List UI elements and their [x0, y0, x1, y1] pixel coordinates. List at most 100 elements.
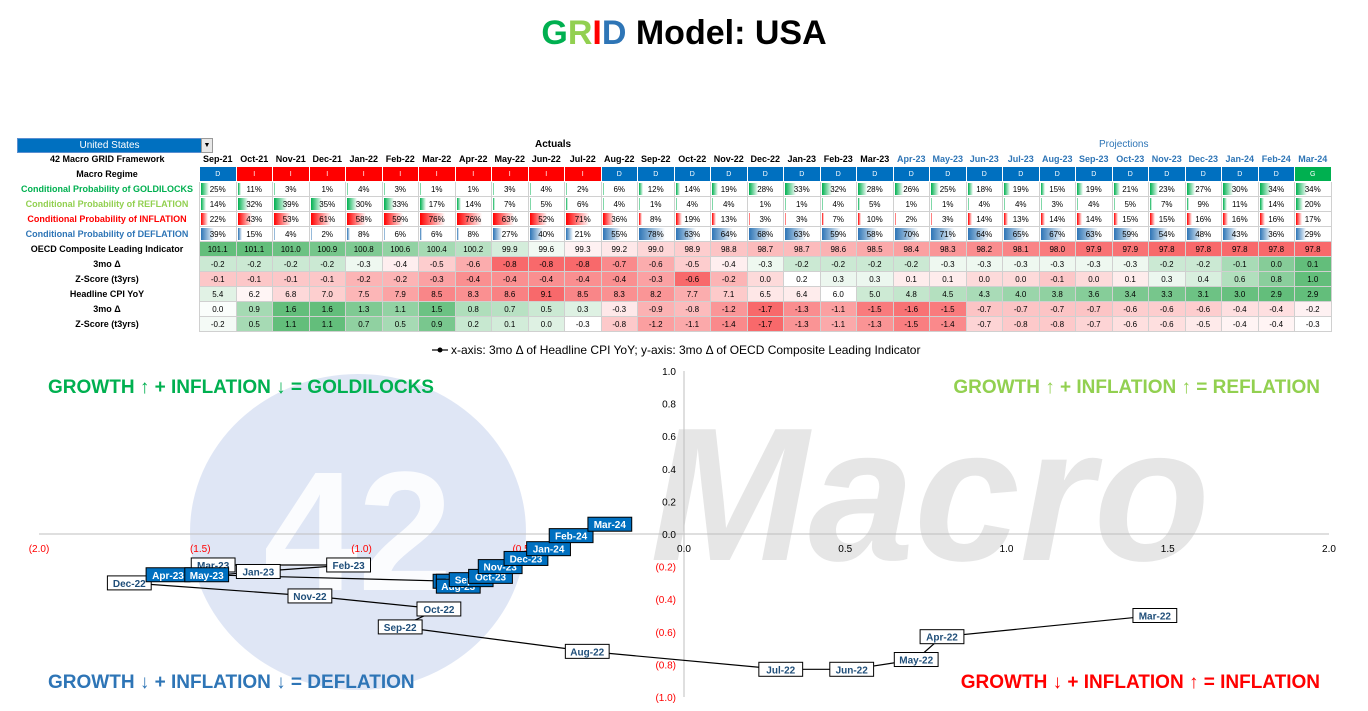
probability-bar	[931, 213, 932, 225]
row-label: Z-Score (t3yrs)	[75, 319, 139, 329]
value-cell: 0.3	[564, 301, 602, 317]
country-select[interactable]: United States	[17, 138, 202, 153]
value-cell: 98.0	[1038, 241, 1076, 257]
probability-cell: 26%	[892, 181, 930, 197]
quadrant-deflation: GROWTH ↓ + INFLATION ↓ = DEFLATION	[48, 672, 415, 693]
probability-value: 16%	[1195, 214, 1212, 224]
value-cell: -0.2	[1184, 256, 1222, 272]
probability-bar	[566, 228, 573, 240]
value-cell: -0.7	[1075, 316, 1113, 332]
value-cell: 100.9	[308, 241, 346, 257]
value-cell: 99.3	[564, 241, 602, 257]
legend-marker	[437, 347, 443, 353]
value-cell: 0.6	[1221, 271, 1259, 287]
probability-bar	[858, 228, 878, 240]
probability-cell: 5%	[527, 196, 565, 212]
probability-value: 33%	[392, 199, 409, 209]
title-letter-d: D	[601, 14, 627, 52]
probability-cell: 33%	[381, 196, 419, 212]
value-cell: -0.3	[600, 301, 638, 317]
data-point	[436, 606, 442, 612]
probability-cell: 39%	[199, 226, 237, 242]
value-cell: -1.3	[783, 316, 821, 332]
probability-bar	[1077, 228, 1098, 240]
probability-cell: 58%	[345, 211, 383, 227]
probability-cell: 67%	[1038, 226, 1076, 242]
y-tick-label: 0.0	[662, 530, 676, 541]
row-label: Conditional Probability of INFLATION	[27, 214, 187, 224]
probability-value: 3%	[284, 184, 297, 194]
probability-value: 63%	[684, 229, 701, 239]
chevron-down-icon[interactable]: ▼	[201, 138, 213, 153]
month-header: Sep-23	[1078, 154, 1109, 164]
probability-cell: 6%	[600, 181, 638, 197]
data-label-box	[432, 573, 478, 589]
probability-cell: 3%	[272, 181, 310, 197]
month-header: Nov-21	[275, 154, 306, 164]
probability-cell: 16%	[1221, 211, 1259, 227]
probability-value: 7%	[503, 199, 516, 209]
probability-value: 33%	[793, 184, 810, 194]
regime-cell: D	[856, 166, 894, 182]
data-label-box	[758, 661, 804, 677]
value-cell: -0.2	[1294, 301, 1332, 317]
month-header: Nov-22	[713, 154, 744, 164]
value-cell: -0.1	[308, 271, 346, 287]
probability-cell: 14%	[1075, 211, 1113, 227]
data-point	[488, 574, 493, 579]
value-cell: 98.5	[856, 241, 894, 257]
probability-bar	[1259, 183, 1271, 195]
probability-bar	[748, 228, 771, 240]
probability-cell: 36%	[600, 211, 638, 227]
watermark-word: Macro	[650, 389, 1210, 601]
probability-bar	[1040, 228, 1063, 240]
probability-cell: 14%	[454, 196, 492, 212]
probability-value: 32%	[830, 184, 847, 194]
data-label-box	[548, 528, 594, 544]
probability-value: 34%	[1268, 184, 1285, 194]
value-cell: -0.3	[1075, 256, 1113, 272]
value-cell: -0.2	[710, 271, 748, 287]
data-label: Mar-23	[197, 561, 230, 572]
probability-value: 23%	[1158, 184, 1175, 194]
probability-value: 11%	[1232, 199, 1248, 209]
probability-cell: 11%	[1221, 196, 1259, 212]
month-header: Jan-24	[1225, 154, 1255, 164]
probability-bar	[1113, 183, 1121, 195]
grid-row: 42 Macro GRID Framework Sep-21 Oct-21 Nov-2…	[15, 152, 1331, 167]
value-cell: -1.5	[929, 301, 967, 317]
value-cell: -0.2	[345, 271, 383, 287]
probability-bar	[274, 198, 287, 210]
value-cell: 0.1	[491, 316, 529, 332]
value-cell: 3.1	[1184, 286, 1222, 302]
month-header: Dec-22	[750, 154, 781, 164]
probability-bar	[1223, 228, 1238, 240]
probability-bar	[1040, 183, 1046, 195]
grid-row: Conditional Probability of DEFLATION 39% 1…	[15, 226, 1332, 242]
value-cell: 98.4	[892, 241, 930, 257]
value-cell: -0.2	[272, 256, 310, 272]
value-cell: 0.0	[746, 271, 784, 287]
probability-bar	[748, 213, 750, 225]
quadrant-goldilocks: GROWTH ↑ + INFLATION ↓ = GOLDILOCKS	[48, 377, 434, 398]
probability-cell: 71%	[564, 211, 602, 227]
value-cell: -0.6	[1111, 316, 1149, 332]
probability-bar	[712, 228, 734, 240]
probability-cell: 14%	[1257, 196, 1295, 212]
data-point	[546, 546, 551, 551]
probability-value: 76%	[465, 214, 482, 224]
value-cell: -0.2	[783, 256, 821, 272]
value-cell: 8.6	[491, 286, 529, 302]
value-cell: 7.7	[673, 286, 711, 302]
value-cell: 0.9	[235, 301, 273, 317]
page-title: GRID Model: USA	[0, 14, 1368, 53]
probability-value: 6%	[613, 184, 626, 194]
month-header: May-23	[932, 154, 963, 164]
data-label: Aug-23	[441, 582, 475, 593]
probability-bar	[1223, 183, 1233, 195]
x-tick-label: 2.0	[1322, 544, 1336, 555]
row-label: 3mo Δ	[93, 259, 121, 269]
probability-value: 78%	[647, 229, 664, 239]
regime-cell: D	[783, 166, 821, 182]
value-cell: 0.0	[1075, 271, 1113, 287]
